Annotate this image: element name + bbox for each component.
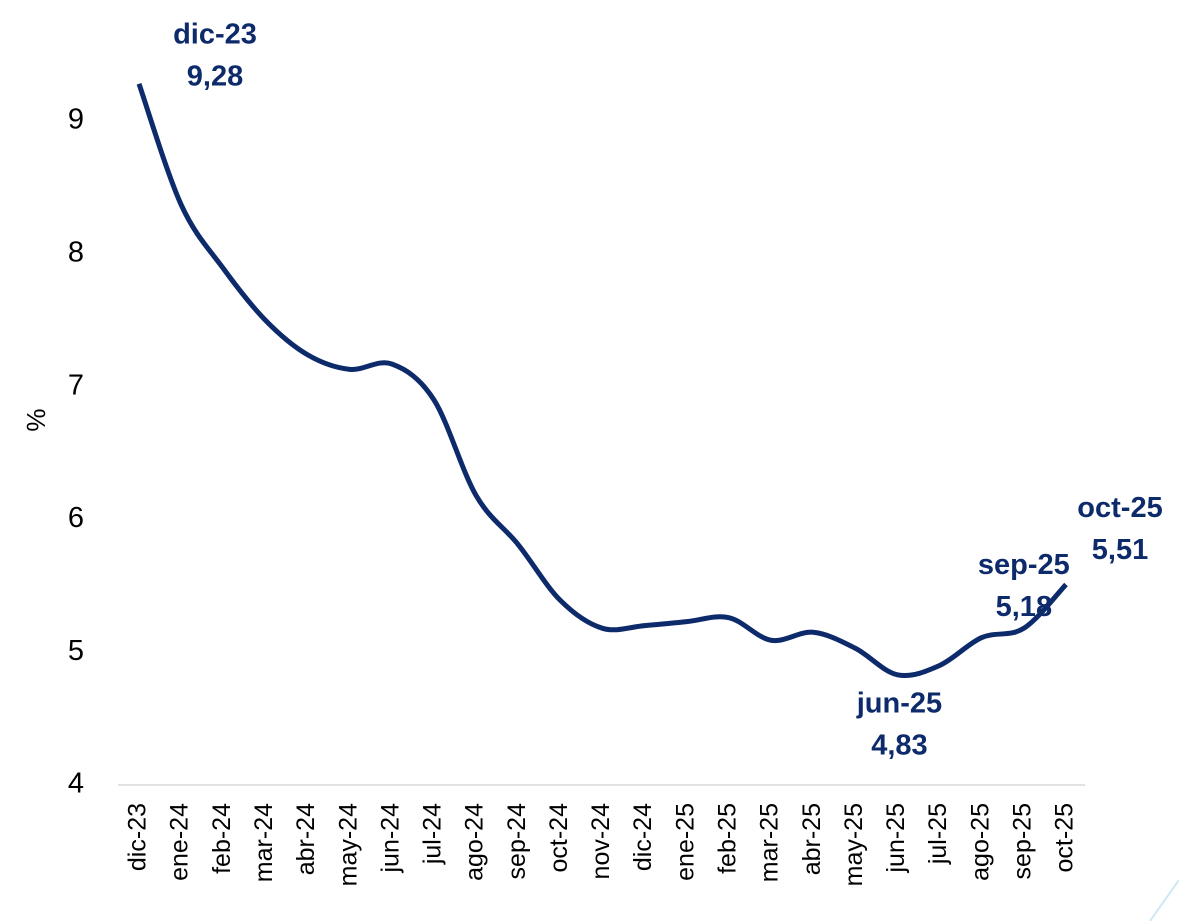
- y-tick-label: 5: [68, 635, 84, 667]
- x-tick-label: abr-24: [292, 803, 320, 875]
- x-tick-label: dic-24: [629, 803, 657, 871]
- x-tick-label: mar-24: [250, 803, 278, 882]
- value-label: 5,18: [996, 591, 1052, 623]
- x-tick-label: jun-24: [376, 803, 404, 874]
- annotation-category: dic-23: [173, 18, 257, 50]
- x-tick-label: abr-25: [798, 803, 826, 875]
- annotation-category: jun-25: [856, 687, 942, 719]
- x-tick-label: ago-24: [461, 803, 489, 881]
- x-tick-label: sep-24: [503, 803, 531, 880]
- value-label: 4,83: [871, 729, 927, 761]
- y-tick-label: 7: [68, 369, 84, 401]
- x-tick-label: dic-23: [124, 803, 152, 871]
- x-tick-label: jul-25: [924, 803, 952, 865]
- y-axis-label: %: [21, 408, 51, 431]
- x-tick-label: ago-25: [966, 803, 994, 881]
- x-tick-label: may-24: [334, 803, 362, 886]
- x-tick-label: ene-24: [166, 803, 194, 881]
- line: [136, 82, 1068, 678]
- y-tick-label: 9: [68, 104, 84, 136]
- x-tick-label: jul-24: [419, 803, 447, 865]
- x-tick-label: may-25: [840, 803, 868, 886]
- decoration: [1149, 879, 1179, 921]
- annotation-category: oct-25: [1077, 492, 1162, 524]
- x-tick-label: jun-25: [882, 803, 910, 874]
- y-tick-label: 8: [68, 236, 84, 268]
- y-tick-label: 6: [68, 502, 84, 534]
- x-tick-label: oct-24: [545, 803, 573, 873]
- value-label: 5,51: [1092, 534, 1148, 566]
- x-tick-label: sep-25: [1008, 803, 1036, 879]
- value-label: 9,28: [187, 60, 243, 92]
- x-tick-label: ene-25: [671, 803, 699, 881]
- x-tick-label: feb-25: [714, 803, 742, 874]
- y-tick-label: 4: [68, 768, 84, 800]
- x-tick-label: mar-25: [756, 803, 784, 882]
- x-tick-label: nov-24: [587, 803, 615, 880]
- annotation-category: sep-25: [978, 549, 1070, 581]
- x-tick-label: oct-25: [1051, 803, 1079, 872]
- x-tick-label: feb-24: [208, 803, 236, 874]
